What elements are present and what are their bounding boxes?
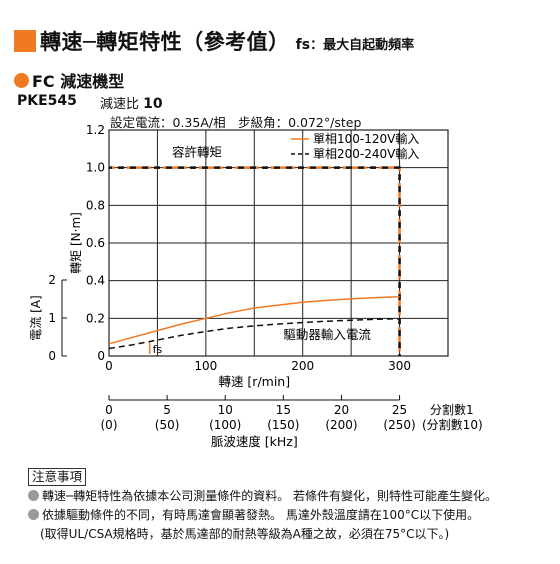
fs-label: fs	[153, 343, 163, 356]
x2-tick-label-div10: (200)	[325, 418, 357, 432]
note-bullet-icon	[28, 490, 39, 501]
x2-tick-label: 25	[392, 403, 407, 417]
x-axis-label: 轉速 [r/min]	[218, 374, 290, 389]
settings-line: 設定電流：0.35A/相 步級角：0.072°/step	[110, 115, 362, 130]
x2-tick-label-div10: (0)	[101, 418, 118, 432]
gear-ratio-label: 減速比	[100, 97, 140, 112]
y-tick-label: 0	[97, 349, 105, 363]
fs-symbol: fs	[295, 37, 311, 53]
note-item: 轉速─轉矩特性為依據本公司測量條件的資料。 若條件有變化，則特性可能產生變化。	[28, 487, 497, 504]
title-square-icon	[14, 30, 36, 52]
y2-axis-label: 電流 [A]	[29, 295, 43, 340]
fs-description: ：最大自起動頻率	[310, 38, 415, 53]
x2-tick-label-div10: (150)	[267, 418, 299, 432]
x2-tick-label: 15	[276, 403, 291, 417]
subtitle-row: FC 減速機型	[14, 68, 124, 92]
note-bullet-icon	[28, 509, 39, 520]
y-tick-label: 1.0	[86, 161, 105, 175]
x-tick-label: 300	[388, 359, 411, 373]
permissible-torque-label: 容許轉矩	[172, 144, 222, 159]
bullet-circle-icon	[14, 72, 29, 88]
gear-ratio: 減速比 10	[100, 93, 163, 112]
legend-entry: 單相200-240V輸入	[313, 146, 419, 161]
x2-tick-label-div10: (100)	[209, 418, 241, 432]
chart-title: 轉速─轉矩特性（參考值） fs ：最大自起動頻率	[14, 26, 414, 56]
x2-tick-label-div10: (250)	[383, 418, 415, 432]
gear-ratio-value: 10	[143, 96, 163, 112]
permissible-torque-line-dark	[109, 166, 401, 356]
x2-axis-label: 脈波速度 [kHz]	[211, 434, 298, 449]
legend-entry: 單相100-120V輸入	[313, 131, 419, 146]
y-tick-label: 0.4	[86, 274, 105, 288]
series-line-1	[108, 295, 400, 345]
x-tick-label: 100	[194, 359, 217, 373]
y-tick-label: 0.2	[86, 311, 105, 325]
series-line-2	[108, 317, 400, 350]
pulse-axis-div10-label: (分割數10)	[422, 417, 483, 432]
x2-tick-label: 0	[105, 403, 113, 417]
y-tick-label: 0.8	[86, 198, 105, 212]
title-text: 轉速─轉矩特性（參考值）	[40, 30, 290, 54]
note-item: 依據驅動條件的不同，有時馬達會顯著發熱。 馬達外殼溫度請在100°C以下使用。	[28, 506, 479, 523]
pulse-axis-div1-label: 分割數1	[430, 402, 474, 417]
note-extra: (取得UL/CSA規格時，基於馬達部的耐熱等級為A種之故，必須在75°C以下。)	[40, 527, 450, 541]
x2-tick-label: 5	[163, 403, 171, 417]
plot-frame	[108, 129, 449, 357]
subtitle-text: FC 減速機型	[32, 72, 125, 91]
y-tick-label: 1.2	[86, 123, 105, 137]
x-tick-label: 200	[291, 359, 314, 373]
y-tick-label: 0.6	[86, 236, 105, 250]
x-tick-label: 0	[105, 359, 113, 373]
current-label: 驅動器輸入電流	[283, 327, 371, 342]
y2-tick-label: 1	[48, 311, 56, 325]
y2-tick-label: 2	[48, 273, 56, 287]
x2-tick-label: 10	[218, 403, 233, 417]
y2-tick-label: 0	[48, 349, 56, 363]
y-axis-label: 轉矩 [N·m]	[69, 212, 83, 274]
model-name: PKE545	[17, 93, 77, 109]
x2-tick-label: 20	[334, 403, 349, 417]
x2-tick-label-div10: (50)	[155, 418, 180, 432]
notes-title: 注意事項	[28, 468, 87, 486]
